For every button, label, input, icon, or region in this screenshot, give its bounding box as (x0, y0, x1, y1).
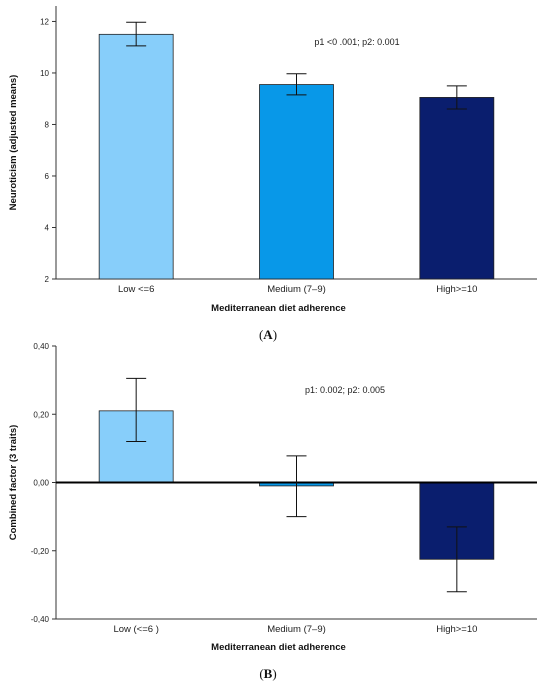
y-tick-label: -0,40 (31, 615, 50, 624)
bar-a-1 (98, 33, 174, 280)
y-tick-label: 4 (45, 223, 50, 232)
panel-label-letter: B (264, 666, 273, 681)
bar-a-3 (419, 97, 495, 280)
x-axis-label: Mediterranean diet adherence (211, 303, 346, 314)
x-tick-label: Medium (7–9) (267, 624, 326, 635)
x-tick-label: High>=10 (436, 284, 477, 295)
x-tick-label: Low (<=6 ) (113, 624, 158, 635)
y-tick-label: 0,20 (33, 410, 49, 419)
y-tick-label: 12 (40, 17, 49, 26)
panel-label-open: ( (259, 666, 263, 681)
panel-label-open: ( (259, 327, 263, 342)
y-tick-label: 8 (45, 120, 50, 129)
panel-label: (A) (259, 327, 277, 342)
x-tick-label: High>=10 (436, 624, 477, 635)
y-tick-label: 0,40 (33, 342, 49, 351)
y-tick-label: 6 (45, 172, 50, 181)
y-tick-label: 10 (40, 69, 49, 78)
y-tick-label: 0,00 (33, 479, 49, 488)
y-axis-label: Combined factor (3 traits) (8, 425, 19, 541)
chart-b: -0,40 -0,20 0,00 0,20 0,40 Low (<=6 ) Medium (… (8, 342, 537, 681)
y-axis-label: Neuroticism (adjusted means) (8, 75, 19, 211)
panel-label-close: ) (272, 666, 276, 681)
p-value-annotation: p1: 0.002; p2: 0.005 (305, 385, 385, 395)
panel-label-letter: A (263, 327, 273, 342)
y-tick-label: 2 (45, 275, 50, 284)
panel-label-close: ) (273, 327, 277, 342)
bar-a-2 (259, 84, 334, 280)
chart-a: 2 4 6 8 10 12 Low <=6 Medium (7–9) High>=10 Medit… (8, 6, 537, 342)
panel-label: (B) (259, 666, 276, 681)
x-tick-label: Medium (7–9) (267, 284, 326, 295)
y-tick-label: -0,20 (31, 547, 50, 556)
x-tick-label: Low <=6 (118, 284, 154, 295)
x-axis-label: Mediterranean diet adherence (211, 642, 346, 653)
p-value-annotation: p1 <0 .001; p2: 0.001 (314, 37, 399, 47)
